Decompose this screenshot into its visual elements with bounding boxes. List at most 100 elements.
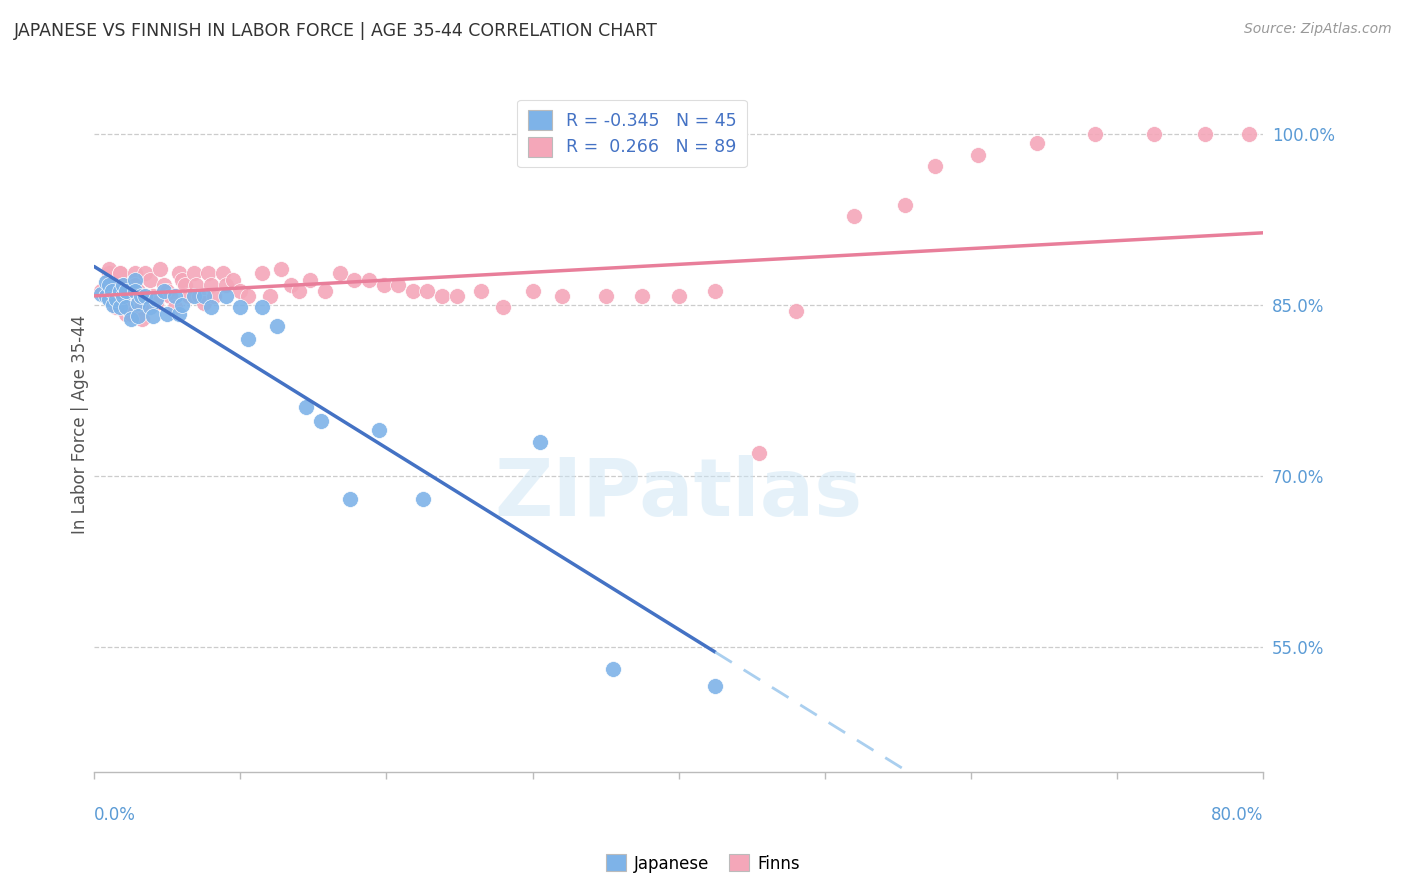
Point: [115, 301, 138, 315]
Point: [105, 293, 128, 307]
Point: [153, 277, 176, 292]
Point: [112, 289, 135, 303]
Point: [1084, 128, 1107, 142]
Point: [145, 295, 167, 310]
Point: [704, 679, 727, 693]
Point: [211, 266, 233, 280]
Point: [101, 289, 124, 303]
Point: [173, 277, 195, 292]
Point: [748, 446, 770, 460]
Point: [167, 266, 190, 280]
Point: [163, 301, 186, 315]
Point: [156, 307, 179, 321]
Point: [343, 273, 366, 287]
Point: [529, 434, 551, 449]
Point: [202, 289, 225, 303]
Point: [170, 298, 193, 312]
Point: [894, 198, 917, 212]
Point: [270, 261, 292, 276]
Point: [1303, 434, 1326, 449]
Point: [470, 285, 492, 299]
Point: [138, 273, 160, 287]
Text: 0.0%: 0.0%: [94, 805, 136, 824]
Point: [94, 289, 117, 303]
Point: [299, 273, 322, 287]
Point: [1194, 128, 1216, 142]
Point: [149, 261, 172, 276]
Point: [142, 310, 165, 324]
Point: [430, 289, 453, 303]
Point: [124, 273, 146, 287]
Point: [134, 289, 156, 303]
Point: [186, 277, 208, 292]
Point: [295, 401, 318, 415]
Point: [129, 301, 152, 315]
Point: [156, 285, 179, 299]
Point: [522, 285, 544, 299]
Point: [97, 277, 120, 292]
Point: [924, 159, 946, 173]
Point: [387, 277, 409, 292]
Point: [115, 307, 138, 321]
Point: [229, 301, 252, 315]
Y-axis label: In Labor Force | Age 35-44: In Labor Force | Age 35-44: [72, 315, 89, 534]
Point: [101, 298, 124, 312]
Point: [1354, 425, 1376, 440]
Point: [100, 285, 122, 299]
Point: [142, 289, 165, 303]
Point: [602, 662, 624, 676]
Point: [215, 277, 238, 292]
Point: [402, 285, 425, 299]
Point: [1143, 128, 1166, 142]
Point: [115, 285, 138, 299]
Point: [90, 285, 112, 299]
Point: [145, 293, 167, 307]
Point: [631, 289, 654, 303]
Point: [551, 289, 574, 303]
Point: [170, 273, 193, 287]
Point: [127, 310, 149, 324]
Point: [200, 301, 222, 315]
Point: [266, 318, 288, 333]
Point: [250, 266, 273, 280]
Point: [110, 266, 132, 280]
Point: [127, 285, 149, 299]
Point: [280, 277, 302, 292]
Point: [163, 289, 186, 303]
Point: [236, 332, 259, 346]
Point: [309, 414, 332, 428]
Point: [97, 293, 120, 307]
Point: [153, 285, 176, 299]
Point: [785, 303, 807, 318]
Point: [183, 289, 205, 303]
Point: [115, 301, 138, 315]
Point: [1237, 128, 1260, 142]
Point: [357, 273, 380, 287]
Point: [138, 301, 160, 315]
Point: [368, 423, 391, 437]
Point: [131, 311, 153, 326]
Point: [492, 301, 515, 315]
Point: [97, 261, 120, 276]
Point: [200, 277, 222, 292]
Point: [110, 266, 132, 280]
Point: [94, 289, 117, 303]
Point: [668, 289, 690, 303]
Point: [129, 289, 152, 303]
Text: Source: ZipAtlas.com: Source: ZipAtlas.com: [1244, 22, 1392, 37]
Point: [183, 266, 205, 280]
Point: [314, 285, 336, 299]
Point: [120, 307, 142, 321]
Point: [159, 289, 181, 303]
Point: [110, 285, 132, 299]
Point: [124, 277, 146, 292]
Point: [595, 289, 617, 303]
Point: [236, 289, 259, 303]
Point: [339, 491, 361, 506]
Point: [412, 491, 434, 506]
Point: [127, 295, 149, 310]
Point: [329, 266, 352, 280]
Point: [222, 273, 245, 287]
Point: [287, 285, 309, 299]
Point: [259, 289, 281, 303]
